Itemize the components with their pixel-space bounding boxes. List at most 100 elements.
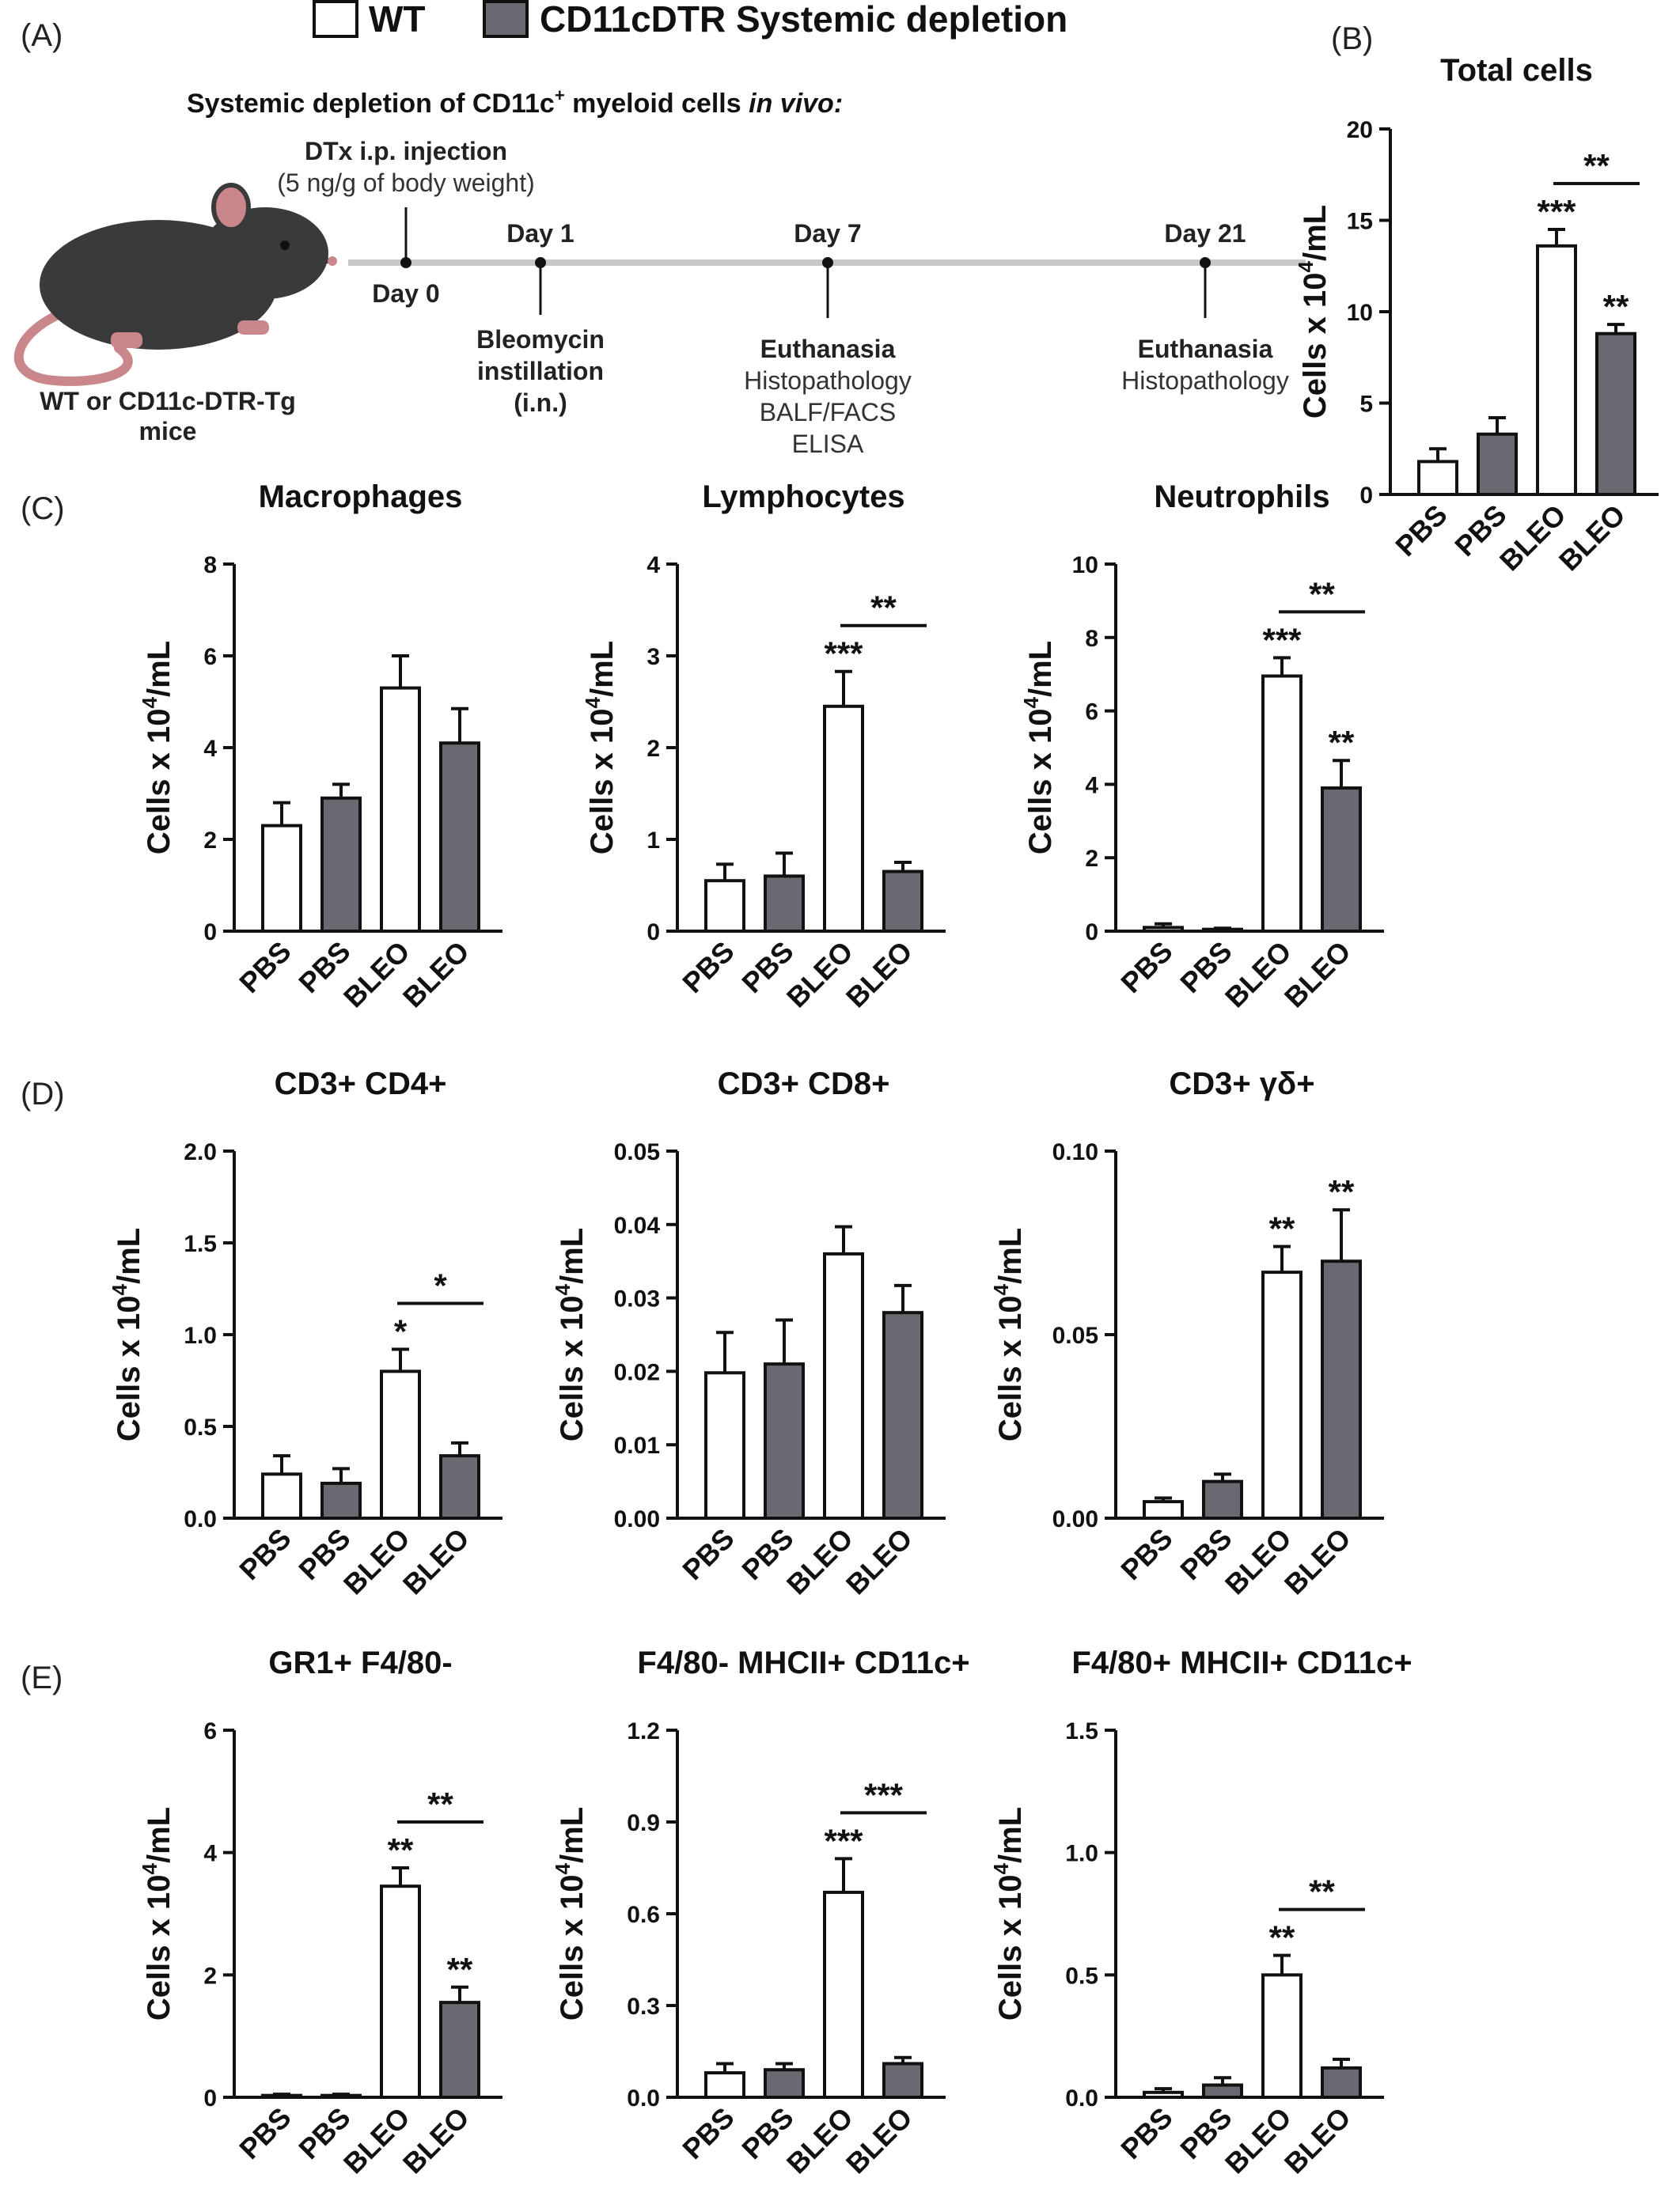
- bracket-significance-label: **: [1309, 1873, 1335, 1911]
- x-tick-label: BLEO: [780, 935, 859, 1014]
- bar: [1202, 2083, 1243, 2100]
- schema-title: Systemic depletion of CD11c+ myeloid cel…: [187, 85, 843, 119]
- y-axis-label: Cells x 104/mL: [138, 641, 176, 854]
- y-tick-label: 1.0: [184, 1323, 217, 1349]
- legend-swatch-dtr: [483, 0, 529, 38]
- significance-label: **: [447, 1951, 473, 1988]
- y-tick-label: 8: [203, 552, 217, 578]
- y-tick-label: 0.0: [184, 1506, 217, 1532]
- x-tick-label: BLEO: [1278, 935, 1357, 1014]
- y-tick-label: 2: [1085, 846, 1098, 872]
- timeline-dot: [822, 257, 833, 268]
- x-tick-label: BLEO: [396, 2101, 476, 2180]
- timeline-event: Day 7 Euthanasia Histopathology BALF/FACS EL…: [744, 219, 912, 458]
- panel-letter-e: (E): [21, 1661, 63, 1695]
- x-tick-label: BLEO: [337, 2101, 416, 2180]
- x-tick-label: BLEO: [1219, 1522, 1298, 1601]
- bracket-significance-label: **: [870, 589, 897, 627]
- bar: [764, 874, 805, 934]
- bar: [439, 2001, 480, 2099]
- panel-letter-c: (C): [21, 491, 65, 526]
- x-tick-label: PBS: [1114, 935, 1178, 999]
- timeline-dot: [400, 257, 411, 268]
- bar: [1261, 1271, 1303, 1520]
- x-tick-label: BLEO: [780, 1522, 859, 1601]
- timeline-event-text: Euthanasia: [760, 335, 896, 363]
- bar: [1202, 1479, 1243, 1520]
- bar: [882, 869, 923, 933]
- y-axis-label: Cells x 104/mL: [989, 1807, 1028, 2021]
- y-tick-label: 4: [647, 552, 660, 578]
- y-tick-label: 1.2: [627, 1718, 660, 1744]
- y-tick-label: 2.0: [184, 1139, 217, 1165]
- bracket-significance-label: **: [1583, 147, 1610, 184]
- bar: [1321, 1259, 1362, 1520]
- y-tick-label: 0.0: [627, 2085, 660, 2112]
- timeline-day-label: Day 0: [372, 279, 439, 308]
- x-tick-label: BLEO: [396, 1522, 476, 1601]
- timeline-event-text: Histopathology: [1121, 366, 1289, 395]
- panel-letter-b: (B): [1331, 21, 1373, 56]
- y-tick-label: 10: [1072, 552, 1098, 578]
- timeline-day-label: Day 21: [1164, 219, 1246, 248]
- bar: [261, 824, 302, 933]
- chart-title: Total cells: [1440, 53, 1593, 88]
- mouse-illustration: [13, 183, 337, 386]
- bar-chart: 0.0 0.5 1.0 1.5 Cells x 104/mL F4/80+ MHCII+ …: [989, 1646, 1412, 2180]
- mouse-label-line1: WT or CD11c-DTR-Tg: [40, 387, 296, 415]
- dtx-label: DTx i.p. injection: [305, 137, 507, 165]
- y-tick-label: 0.03: [614, 1286, 660, 1312]
- y-tick-label: 0.9: [627, 1810, 660, 1836]
- bar: [320, 1481, 362, 1521]
- bar: [1261, 674, 1303, 934]
- x-tick-label: BLEO: [1493, 498, 1572, 578]
- bar: [1321, 786, 1362, 933]
- x-tick-label: BLEO: [840, 1522, 919, 1601]
- y-axis-label: Cells x 104/mL: [1019, 641, 1058, 854]
- mouse-label-line2: mice: [139, 417, 197, 445]
- y-tick-label: 0.5: [1065, 1963, 1098, 1989]
- x-tick-label: BLEO: [780, 2101, 859, 2180]
- bar: [704, 879, 745, 933]
- bar: [1143, 926, 1184, 933]
- y-tick-label: 0.01: [614, 1433, 660, 1459]
- y-tick-label: 2: [203, 828, 217, 854]
- bar-chart: 0.00 0.01 0.02 0.03 0.04 0.05 Cells x 104/mL CD…: [551, 1066, 946, 1600]
- timeline-dot: [535, 257, 546, 268]
- significance-label: ***: [824, 635, 863, 672]
- y-tick-label: 0.3: [627, 1994, 660, 2020]
- legend-swatch-wt: [313, 0, 358, 38]
- y-tick-label: 0: [203, 919, 217, 945]
- timeline-day-label: Day 1: [506, 219, 574, 248]
- timeline-event-text: Bleomycin: [476, 325, 605, 354]
- timeline-event-text: Euthanasia: [1138, 335, 1273, 363]
- timeline-event-text: Histopathology: [744, 366, 912, 395]
- significance-label: **: [1329, 1173, 1355, 1210]
- x-tick-label: PBS: [1114, 2101, 1178, 2165]
- y-tick-label: 3: [647, 644, 660, 670]
- significance-label: ***: [1537, 193, 1576, 230]
- bar: [823, 1252, 864, 1521]
- bar: [704, 2071, 745, 2099]
- timeline-day-label: Day 7: [794, 219, 861, 248]
- y-tick-label: 0.6: [627, 1902, 660, 1928]
- bar-chart: 0.0 0.5 1.0 1.5 2.0 Cells x 104/mL CD3+ CD4+ PB…: [108, 1066, 502, 1600]
- bar: [882, 2062, 923, 2099]
- y-axis-label: Cells x 104/mL: [551, 1228, 590, 1441]
- timeline-event-text: BALF/FACS: [760, 398, 897, 426]
- legend-label-dtr: CD11cDTR Systemic depletion: [540, 0, 1067, 40]
- x-tick-label: BLEO: [840, 2101, 919, 2180]
- x-tick-label: BLEO: [1278, 1522, 1357, 1601]
- y-tick-label: 0: [647, 919, 660, 945]
- x-tick-label: PBS: [676, 1522, 740, 1586]
- x-tick-label: PBS: [676, 935, 740, 999]
- bracket-significance-label: *: [434, 1267, 447, 1305]
- bar: [1321, 2066, 1362, 2099]
- significance-label: ***: [824, 1822, 863, 1859]
- y-tick-label: 1: [647, 828, 660, 854]
- y-tick-label: 10: [1347, 300, 1373, 326]
- legend-label-wt: WT: [369, 0, 426, 40]
- chart-title: CD3+ γδ+: [1169, 1066, 1314, 1101]
